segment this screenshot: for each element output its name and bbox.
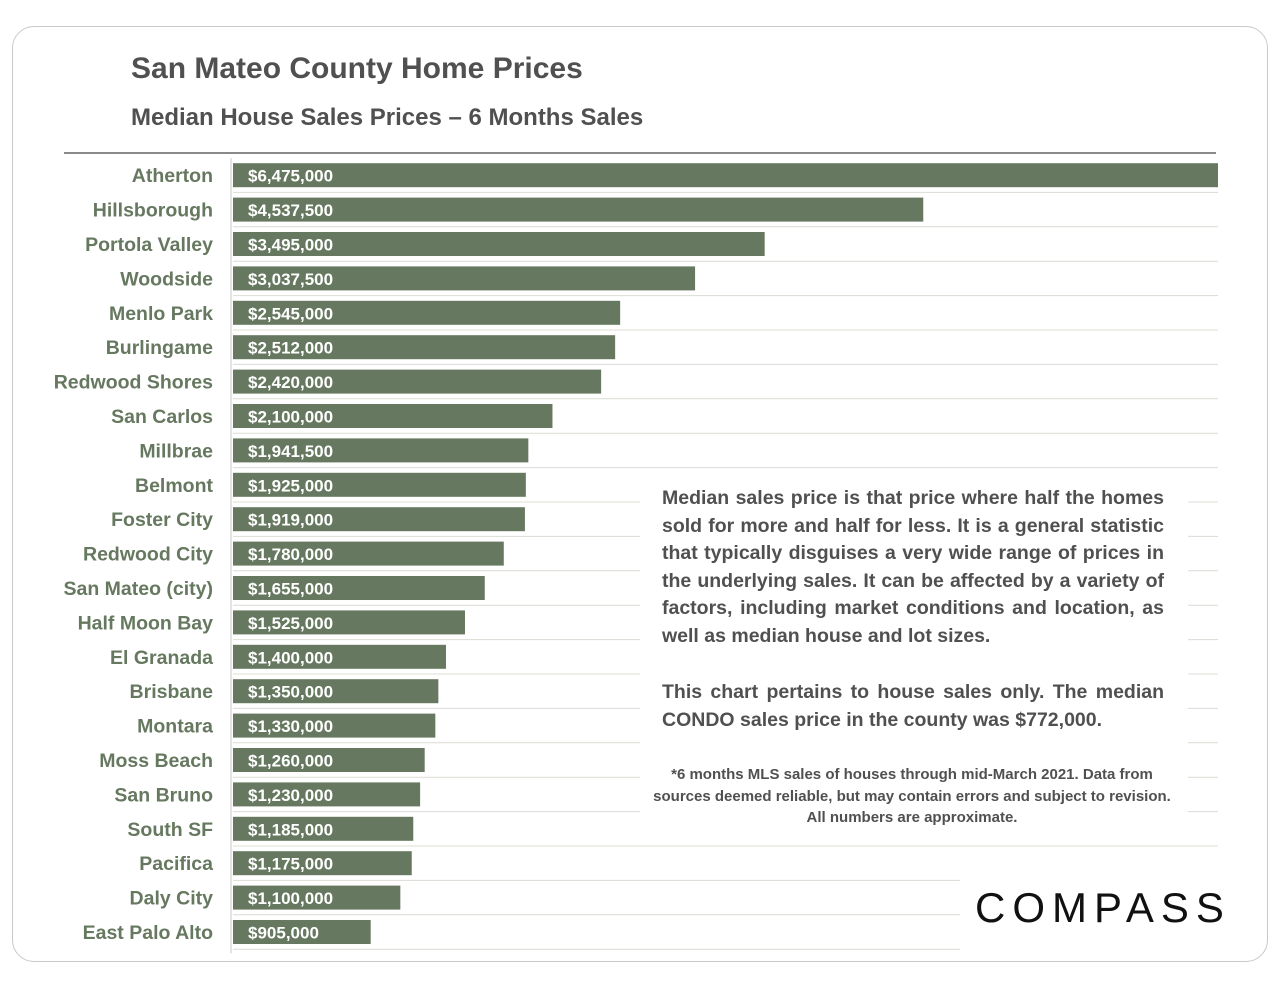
chart-subtitle: Median House Sales Prices – 6 Months Sal… — [131, 104, 644, 131]
note-median-explanation: Median sales price is that price where h… — [662, 487, 1164, 647]
compass-logo: COMPASS — [975, 884, 1231, 931]
category-label: Half Moon Bay — [78, 612, 214, 634]
category-label: Woodside — [120, 268, 213, 290]
bar — [233, 644, 446, 669]
bar-value-label: $4,537,500 — [248, 201, 333, 220]
bar-value-label: $1,655,000 — [248, 580, 333, 599]
category-label: Montara — [137, 716, 213, 738]
bar — [233, 335, 616, 360]
category-label: San Mateo (city) — [63, 578, 213, 600]
bar-value-label: $2,420,000 — [248, 373, 333, 392]
bar — [233, 507, 525, 532]
category-label: East Palo Alto — [83, 922, 213, 944]
bar-value-label: $3,037,500 — [248, 270, 333, 289]
bar — [233, 404, 553, 428]
category-label: Foster City — [111, 509, 213, 531]
category-label: South SF — [127, 819, 213, 841]
bar-value-label: $1,185,000 — [248, 820, 333, 839]
bar — [233, 300, 621, 325]
bar — [233, 885, 401, 910]
note-condo-median: This chart pertains to house sales only.… — [662, 681, 1164, 731]
category-label: Pacifica — [139, 853, 213, 875]
bar — [233, 713, 436, 738]
category-label: Belmont — [135, 475, 214, 497]
bar-value-label: $1,330,000 — [248, 717, 333, 736]
bar-value-label: $2,100,000 — [248, 408, 333, 427]
bar — [233, 472, 526, 497]
category-label: San Carlos — [111, 406, 213, 428]
bar — [233, 610, 465, 635]
bar-value-label: $1,780,000 — [248, 545, 333, 564]
bar — [233, 369, 602, 394]
category-label: El Granada — [110, 647, 213, 669]
bar — [233, 232, 765, 256]
bar-value-label: $3,495,000 — [248, 236, 333, 255]
bar-value-label: $905,000 — [248, 924, 319, 943]
category-label: Brisbane — [130, 681, 214, 703]
bar — [233, 851, 412, 876]
category-label: Burlingame — [106, 337, 213, 359]
chart-top-rule — [64, 152, 1216, 154]
logo-background — [960, 870, 1225, 950]
bar — [233, 163, 1218, 188]
category-label: Moss Beach — [99, 750, 213, 772]
bar — [233, 576, 485, 600]
bar — [233, 438, 529, 463]
category-label: Hillsborough — [93, 200, 213, 222]
bar-value-label: $1,941,500 — [248, 442, 333, 461]
bar-value-label: $1,350,000 — [248, 683, 333, 702]
bar — [233, 782, 421, 807]
bar-value-label: $1,925,000 — [248, 476, 333, 495]
category-label: Atherton — [132, 165, 213, 187]
bar-value-label: $1,400,000 — [248, 648, 333, 667]
chart-title: San Mateo County Home Prices — [131, 52, 583, 85]
category-label: Redwood Shores — [54, 372, 213, 394]
bar-value-label: $2,512,000 — [248, 339, 333, 358]
category-label: Portola Valley — [85, 234, 213, 256]
category-label: Redwood City — [83, 544, 213, 566]
category-label: Millbrae — [139, 440, 213, 462]
note-panel — [640, 470, 1188, 842]
bar — [233, 920, 371, 944]
bar — [233, 197, 924, 222]
bar-value-label: $1,100,000 — [248, 889, 333, 908]
bar — [233, 816, 414, 841]
bar-value-label: $1,525,000 — [248, 614, 333, 633]
bar — [233, 748, 425, 772]
bar-value-label: $6,475,000 — [248, 167, 333, 186]
bar-value-label: $1,175,000 — [248, 855, 333, 874]
bar-value-label: $1,919,000 — [248, 511, 333, 530]
bar — [233, 679, 439, 704]
category-label: Menlo Park — [109, 303, 213, 325]
bar-value-label: $1,260,000 — [248, 752, 333, 771]
category-label: Daly City — [130, 888, 214, 910]
bar-value-label: $1,230,000 — [248, 786, 333, 805]
bar — [233, 266, 696, 291]
source-footnote: *6 months MLS sales of houses through mi… — [653, 766, 1171, 826]
category-label: San Bruno — [114, 784, 213, 806]
bar-value-label: $2,545,000 — [248, 304, 333, 323]
bar — [233, 541, 504, 566]
